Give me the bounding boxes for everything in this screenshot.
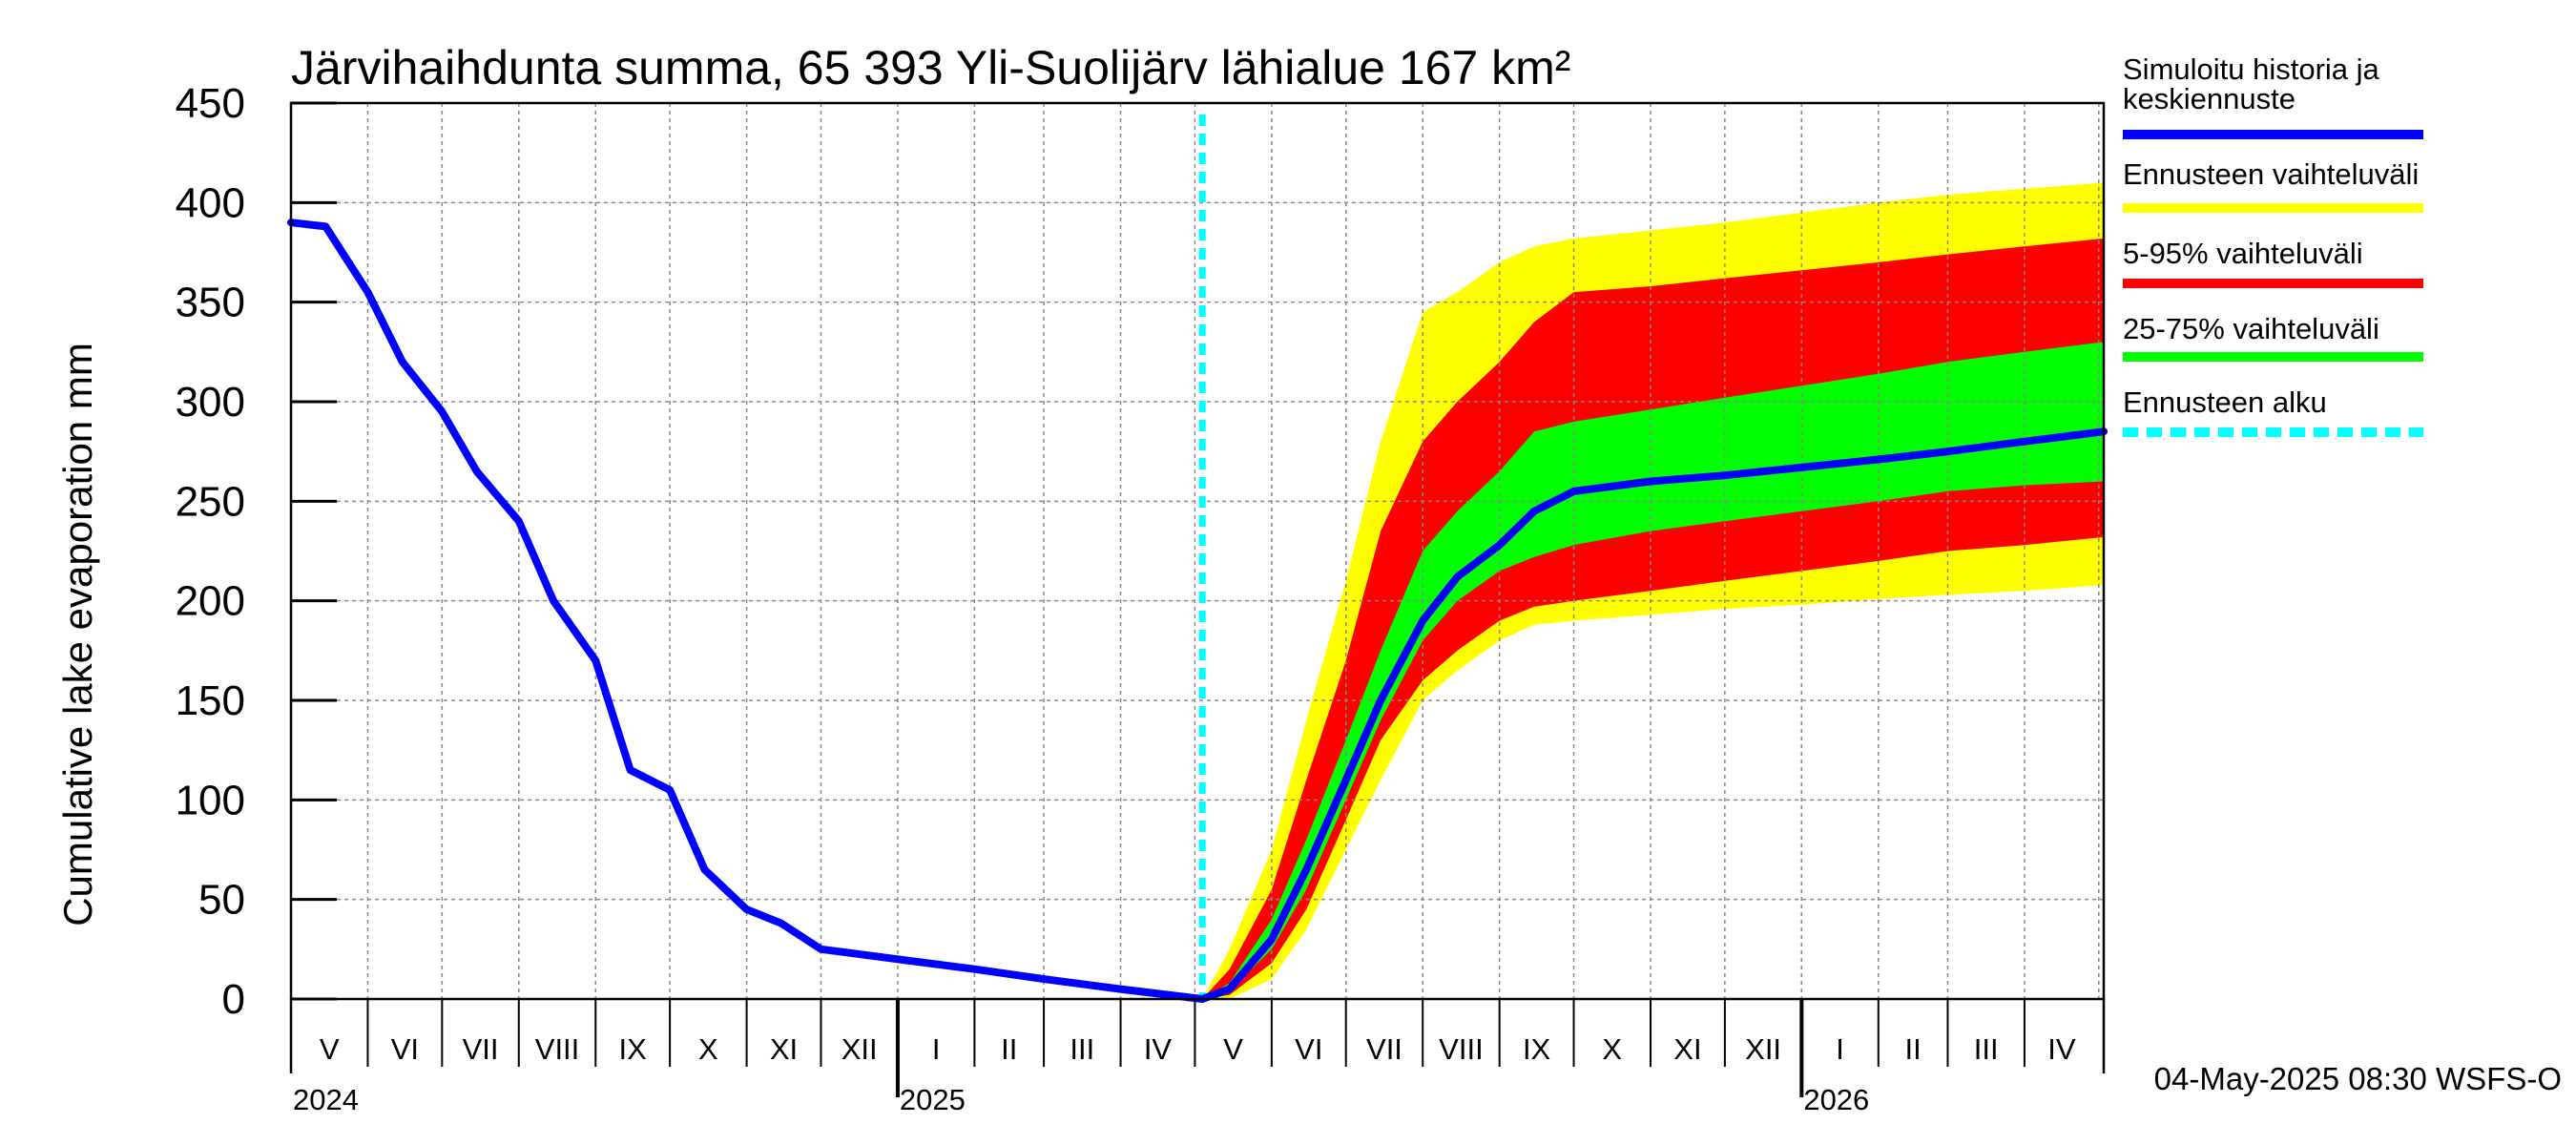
x-month-label: II bbox=[1905, 1032, 1922, 1066]
x-month-label: VII bbox=[463, 1032, 499, 1066]
band-25-75 bbox=[1202, 342, 2104, 999]
x-month-label: VII bbox=[1366, 1032, 1402, 1066]
x-month-label: VIII bbox=[1439, 1032, 1484, 1066]
x-month-label: III bbox=[1974, 1032, 1999, 1066]
y-tick-label: 400 bbox=[176, 179, 245, 226]
x-month-label: IX bbox=[619, 1032, 648, 1066]
timestamp-footer: 04-May-2025 08:30 WSFS-O bbox=[2154, 1061, 2562, 1096]
axes bbox=[289, 101, 2106, 1097]
x-month-label: XII bbox=[841, 1032, 878, 1066]
y-tick-label: 450 bbox=[176, 80, 245, 127]
plot-frame bbox=[289, 101, 2106, 1001]
x-month-label: XII bbox=[1745, 1032, 1781, 1066]
x-month-label: II bbox=[1001, 1032, 1017, 1066]
y-tick-label: 0 bbox=[222, 976, 245, 1023]
x-month-label: V bbox=[1223, 1032, 1243, 1066]
x-month-label: VI bbox=[1295, 1032, 1322, 1066]
x-month-label: X bbox=[698, 1032, 718, 1066]
legend-label: Simuloitu historia ja bbox=[2123, 52, 2380, 86]
x-month-label: VI bbox=[391, 1032, 419, 1066]
x-month-label: I bbox=[1836, 1032, 1844, 1066]
x-month-label: III bbox=[1070, 1032, 1094, 1066]
x-month-label: IV bbox=[2047, 1032, 2076, 1066]
x-month-label: X bbox=[1602, 1032, 1622, 1066]
y-tick-label: 50 bbox=[198, 877, 245, 924]
y-tick-label: 300 bbox=[176, 379, 245, 426]
x-month-label: V bbox=[320, 1032, 340, 1066]
x-month-label: IX bbox=[1523, 1032, 1551, 1066]
forecast-bands bbox=[1202, 182, 2104, 999]
y-tick-label: 250 bbox=[176, 478, 245, 525]
x-month-label: VIII bbox=[535, 1032, 580, 1066]
median-line bbox=[1198, 427, 2108, 1003]
x-year-label: 2025 bbox=[900, 1083, 966, 1116]
x-year-label: 2026 bbox=[1803, 1083, 1869, 1116]
y-tick-label: 100 bbox=[176, 777, 245, 823]
x-month-label: IV bbox=[1144, 1032, 1173, 1066]
y-tick-label: 350 bbox=[176, 280, 245, 326]
history-line bbox=[287, 219, 1207, 1003]
y-tick-label: 150 bbox=[176, 677, 245, 724]
legend-label: keskiennuste bbox=[2123, 82, 2296, 115]
x-month-label: I bbox=[932, 1032, 941, 1066]
x-month-label: XI bbox=[770, 1032, 798, 1066]
x-year-label: 2024 bbox=[293, 1083, 359, 1116]
series-lines bbox=[287, 114, 2108, 1003]
legend-label: 25-75% vaihteluväli bbox=[2123, 312, 2379, 345]
chart-title: Järvihaihdunta summa, 65 393 Yli-Suolijä… bbox=[291, 41, 1570, 94]
legend-label: Ennusteen alku bbox=[2123, 385, 2327, 419]
y-tick-label: 200 bbox=[176, 578, 245, 625]
legend-label: 5-95% vaihteluväli bbox=[2123, 237, 2363, 270]
y-axis-label: Cumulative lake evaporation mm bbox=[55, 343, 100, 926]
legend-label: Ennusteen vaihteluväli bbox=[2123, 157, 2419, 191]
x-month-label: XI bbox=[1673, 1032, 1701, 1066]
